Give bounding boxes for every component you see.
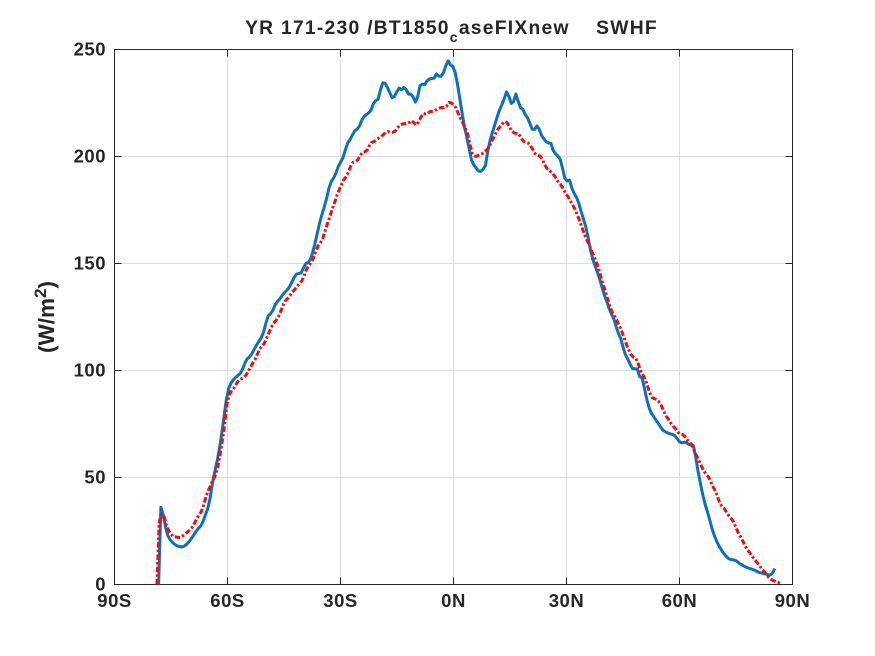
svg-text:60N: 60N bbox=[662, 590, 697, 611]
svg-text:30S: 30S bbox=[323, 590, 357, 611]
svg-text:150: 150 bbox=[74, 253, 106, 274]
svg-text:60S: 60S bbox=[210, 590, 244, 611]
svg-text:100: 100 bbox=[74, 360, 106, 381]
svg-text:250: 250 bbox=[74, 39, 106, 60]
svg-text:200: 200 bbox=[74, 146, 106, 167]
svg-text:50: 50 bbox=[84, 467, 106, 488]
svg-text:30N: 30N bbox=[549, 590, 584, 611]
svg-text:90S: 90S bbox=[97, 590, 131, 611]
svg-text:90N: 90N bbox=[775, 590, 810, 611]
svg-text:0: 0 bbox=[95, 574, 106, 595]
svg-text:0N: 0N bbox=[441, 590, 466, 611]
